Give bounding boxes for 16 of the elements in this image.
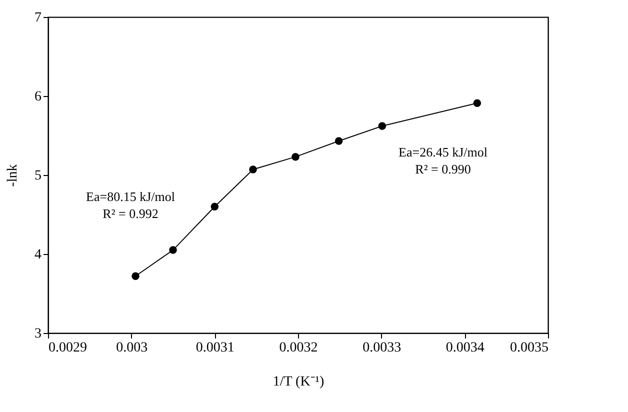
x-axis-title: 1/T (K⁻¹) bbox=[272, 374, 324, 390]
y-tick-label: 3 bbox=[34, 326, 42, 342]
y-axis-title: -lnk bbox=[6, 164, 20, 187]
annotation: Ea=80.15 kJ/mol R² = 0.992 bbox=[86, 188, 176, 221]
x-tick-label: 0.0034 bbox=[446, 340, 484, 356]
x-tick-label: 0.003 bbox=[116, 340, 148, 356]
y-tick-label: 7 bbox=[34, 10, 42, 26]
x-tick-label: 0.0029 bbox=[48, 340, 87, 356]
annotation: Ea=26.45 kJ/mol R² = 0.990 bbox=[398, 144, 488, 177]
x-tick-label: 0.0031 bbox=[196, 340, 234, 356]
x-tick-label: 0.0033 bbox=[362, 340, 402, 356]
x-tick-label: 0.0035 bbox=[510, 340, 548, 356]
x-tick-label: 0.0032 bbox=[279, 340, 318, 356]
y-tick-label: 4 bbox=[34, 248, 42, 262]
y-tick-label: 6 bbox=[34, 90, 42, 104]
y-tick-label: 5 bbox=[34, 168, 42, 184]
